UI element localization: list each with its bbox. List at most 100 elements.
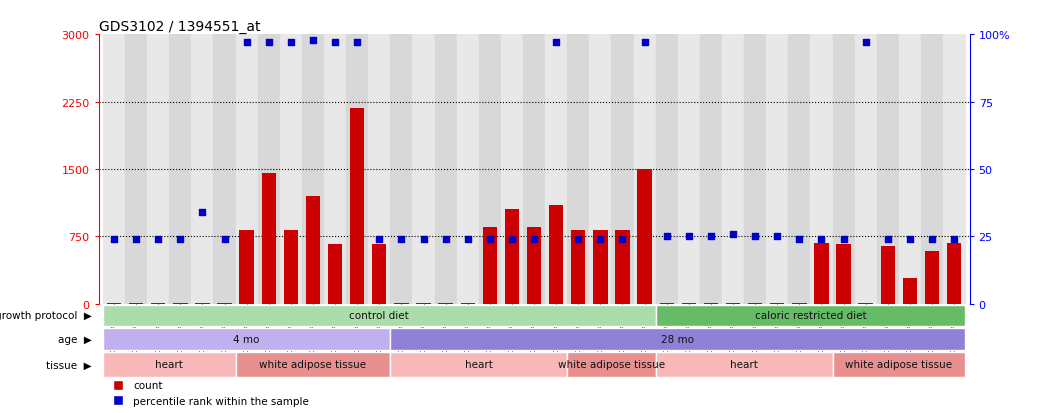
Point — [614, 236, 630, 243]
Bar — [460, 303, 475, 304]
Bar — [704, 303, 718, 304]
Bar — [173, 303, 188, 304]
Bar — [903, 278, 917, 304]
Point — [459, 236, 476, 243]
Bar — [195, 303, 209, 304]
Text: caloric restricted diet: caloric restricted diet — [755, 311, 866, 321]
Bar — [390, 35, 413, 304]
Bar — [125, 35, 147, 304]
Point — [150, 236, 167, 243]
Point — [194, 209, 211, 216]
Bar — [151, 303, 165, 304]
Bar — [833, 35, 854, 304]
Bar — [351, 109, 364, 304]
Bar — [700, 35, 722, 304]
Bar — [435, 35, 456, 304]
Text: white adipose tissue: white adipose tissue — [558, 359, 665, 370]
Point — [680, 233, 697, 240]
Bar — [368, 35, 390, 304]
Bar — [837, 244, 850, 304]
Bar — [107, 303, 121, 304]
Bar — [416, 303, 430, 304]
Bar — [501, 35, 523, 304]
Point — [415, 236, 431, 243]
Text: 28 mo: 28 mo — [662, 334, 694, 344]
Bar — [722, 35, 745, 304]
Point — [703, 233, 720, 240]
Bar — [346, 35, 368, 304]
Bar — [638, 169, 652, 304]
Bar — [192, 35, 214, 304]
Point — [393, 236, 410, 243]
Bar — [324, 35, 346, 304]
Bar — [549, 205, 563, 304]
Point — [592, 236, 609, 243]
FancyBboxPatch shape — [390, 352, 567, 377]
Point — [371, 236, 388, 243]
Bar — [284, 230, 298, 304]
Point — [791, 236, 808, 243]
Text: white adipose tissue: white adipose tissue — [845, 359, 952, 370]
Bar — [925, 251, 940, 304]
Bar — [681, 303, 696, 304]
Point — [481, 236, 498, 243]
Bar — [218, 303, 231, 304]
Bar — [482, 228, 497, 304]
Point — [813, 236, 830, 243]
Bar — [479, 35, 501, 304]
Text: heart: heart — [156, 359, 184, 370]
Bar — [439, 303, 453, 304]
FancyBboxPatch shape — [655, 352, 833, 377]
Bar — [612, 35, 634, 304]
Bar — [527, 228, 541, 304]
Bar — [545, 35, 567, 304]
Point — [769, 233, 786, 240]
Point — [637, 40, 653, 47]
Bar — [660, 303, 674, 304]
Point — [570, 236, 587, 243]
Bar — [899, 35, 921, 304]
Bar — [258, 35, 280, 304]
Bar — [726, 303, 740, 304]
Bar — [814, 243, 829, 304]
FancyBboxPatch shape — [103, 305, 655, 327]
Bar — [876, 35, 899, 304]
Bar — [523, 35, 545, 304]
Bar — [306, 197, 320, 304]
Bar — [655, 35, 678, 304]
Bar — [456, 35, 479, 304]
Point — [217, 236, 233, 243]
FancyBboxPatch shape — [103, 352, 235, 377]
Bar — [372, 245, 387, 304]
Legend: count, percentile rank within the sample: count, percentile rank within the sample — [104, 376, 313, 410]
Bar — [261, 173, 276, 304]
Bar — [810, 35, 833, 304]
Bar — [792, 303, 807, 304]
Bar — [505, 210, 520, 304]
Point — [172, 236, 189, 243]
Bar — [235, 35, 258, 304]
Bar — [880, 247, 895, 304]
Bar — [103, 35, 125, 304]
Bar — [302, 35, 324, 304]
Text: 4 mo: 4 mo — [233, 334, 260, 344]
Bar — [788, 35, 810, 304]
Bar — [678, 35, 700, 304]
Point — [282, 40, 299, 47]
Point — [879, 236, 896, 243]
Point — [924, 236, 941, 243]
Bar — [413, 35, 435, 304]
Text: GDS3102 / 1394551_at: GDS3102 / 1394551_at — [99, 20, 260, 34]
Bar — [854, 35, 876, 304]
Text: heart: heart — [730, 359, 758, 370]
Text: heart: heart — [465, 359, 493, 370]
Bar — [214, 35, 235, 304]
Point — [438, 236, 454, 243]
Point — [725, 231, 741, 237]
Point — [305, 37, 321, 44]
Bar — [943, 35, 965, 304]
FancyBboxPatch shape — [103, 328, 390, 350]
Bar — [766, 35, 788, 304]
Point — [548, 40, 564, 47]
Point — [526, 236, 542, 243]
